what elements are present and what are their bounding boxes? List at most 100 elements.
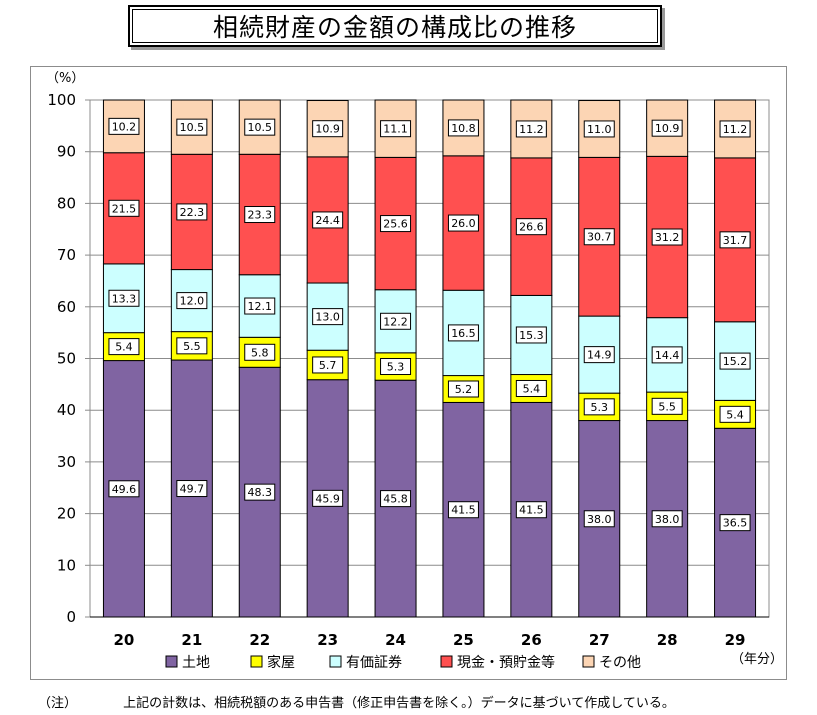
data-label-box	[244, 297, 276, 315]
data-label-box	[380, 312, 412, 330]
data-label: 12.0	[180, 295, 205, 308]
legend-swatch	[329, 655, 342, 668]
data-label: 31.2	[655, 231, 680, 244]
legend-swatch	[250, 655, 263, 668]
data-label: 22.3	[180, 206, 205, 219]
data-label-box	[176, 480, 208, 498]
legend-label: 現金・預貯金等	[457, 654, 555, 671]
legend-swatch	[582, 655, 595, 668]
data-label-box	[380, 120, 412, 138]
data-label: 31.7	[723, 234, 748, 247]
data-label-box	[244, 483, 276, 501]
data-label: 41.5	[451, 504, 476, 517]
data-label: 11.2	[519, 123, 544, 136]
footnote-mark: （注）	[38, 696, 78, 711]
data-label: 5.5	[658, 400, 676, 413]
x-tick-label: 27	[589, 631, 610, 649]
data-label: 10.5	[248, 121, 273, 134]
data-label: 12.2	[383, 315, 408, 328]
data-label: 15.3	[519, 329, 544, 342]
data-label-box	[515, 379, 547, 397]
data-label: 5.8	[251, 346, 269, 359]
x-tick-label: 21	[181, 631, 202, 649]
data-label-box	[719, 514, 751, 532]
data-label: 13.0	[315, 311, 340, 324]
data-label: 10.8	[451, 122, 476, 135]
data-label-box	[651, 510, 683, 528]
chart-frame	[30, 66, 787, 680]
data-label-box	[651, 119, 683, 137]
data-label: 5.4	[115, 341, 133, 354]
data-label-box	[583, 120, 615, 138]
data-label-box	[176, 337, 208, 355]
data-label: 11.1	[383, 123, 408, 136]
data-label-box	[719, 405, 751, 423]
data-label: 5.3	[591, 401, 609, 414]
legend-swatch	[165, 655, 178, 668]
footnote: （注） 上記の計数は、相続税額のある申告書（修正申告書を除く。）データに基づいて…	[38, 692, 675, 711]
data-label: 13.3	[112, 292, 137, 305]
data-label-box	[719, 120, 751, 138]
data-label-box	[447, 501, 479, 519]
data-label: 21.5	[112, 202, 137, 215]
data-label-box	[447, 214, 479, 232]
data-label-box	[108, 199, 140, 217]
data-label: 41.5	[519, 504, 544, 517]
data-label-box	[515, 501, 547, 519]
data-label: 45.8	[383, 493, 408, 506]
data-label: 5.2	[455, 383, 473, 396]
x-tick-label: 28	[657, 631, 678, 649]
data-label-box	[176, 118, 208, 136]
data-label-box	[108, 480, 140, 498]
legend-label: その他	[599, 655, 641, 671]
chart-title: 相続財産の金額の構成比の推移	[128, 5, 662, 47]
y-tick-label: 20	[57, 505, 76, 523]
y-tick-label: 70	[57, 246, 76, 264]
data-label-box	[583, 228, 615, 246]
data-label: 5.7	[319, 359, 337, 372]
data-label-box	[719, 231, 751, 249]
data-label-box	[651, 397, 683, 415]
data-label-box	[515, 120, 547, 138]
data-label-box	[447, 380, 479, 398]
data-label: 14.4	[655, 349, 680, 362]
data-label: 49.7	[180, 483, 205, 496]
data-label: 30.7	[587, 231, 612, 244]
data-label: 14.9	[587, 349, 612, 362]
data-label: 23.3	[248, 209, 273, 222]
data-label-box	[108, 117, 140, 135]
data-label: 26.6	[519, 221, 544, 234]
data-label: 11.2	[723, 123, 748, 136]
data-label-box	[447, 119, 479, 137]
y-tick-label: 100	[47, 91, 76, 109]
data-label-box	[583, 398, 615, 416]
data-label-box	[176, 203, 208, 221]
data-label-box	[244, 118, 276, 136]
x-tick-label: 29	[725, 631, 746, 649]
data-label-box	[312, 489, 344, 507]
data-label-box	[447, 324, 479, 342]
data-label: 5.4	[523, 382, 541, 395]
data-label-box	[312, 120, 344, 138]
data-label: 10.5	[180, 121, 205, 134]
data-label-box	[244, 343, 276, 361]
x-tick-label: 20	[114, 631, 135, 649]
x-tick-label: 25	[453, 631, 474, 649]
data-label-box	[108, 338, 140, 356]
data-label: 10.9	[655, 122, 680, 135]
data-label: 25.6	[383, 218, 408, 231]
data-label: 10.2	[112, 120, 137, 133]
data-label: 38.0	[587, 513, 612, 526]
data-label: 16.5	[451, 327, 476, 340]
legend-label: 有価証券	[346, 655, 402, 671]
legend-label: 土地	[182, 655, 210, 671]
data-label-box	[380, 215, 412, 233]
y-tick-label: 50	[57, 350, 76, 368]
y-tick-label: 80	[57, 194, 76, 212]
data-label-box	[583, 346, 615, 364]
data-label-box	[380, 490, 412, 508]
data-label: 5.3	[387, 361, 405, 374]
data-label-box	[176, 292, 208, 310]
y-tick-label: 10	[57, 556, 76, 574]
